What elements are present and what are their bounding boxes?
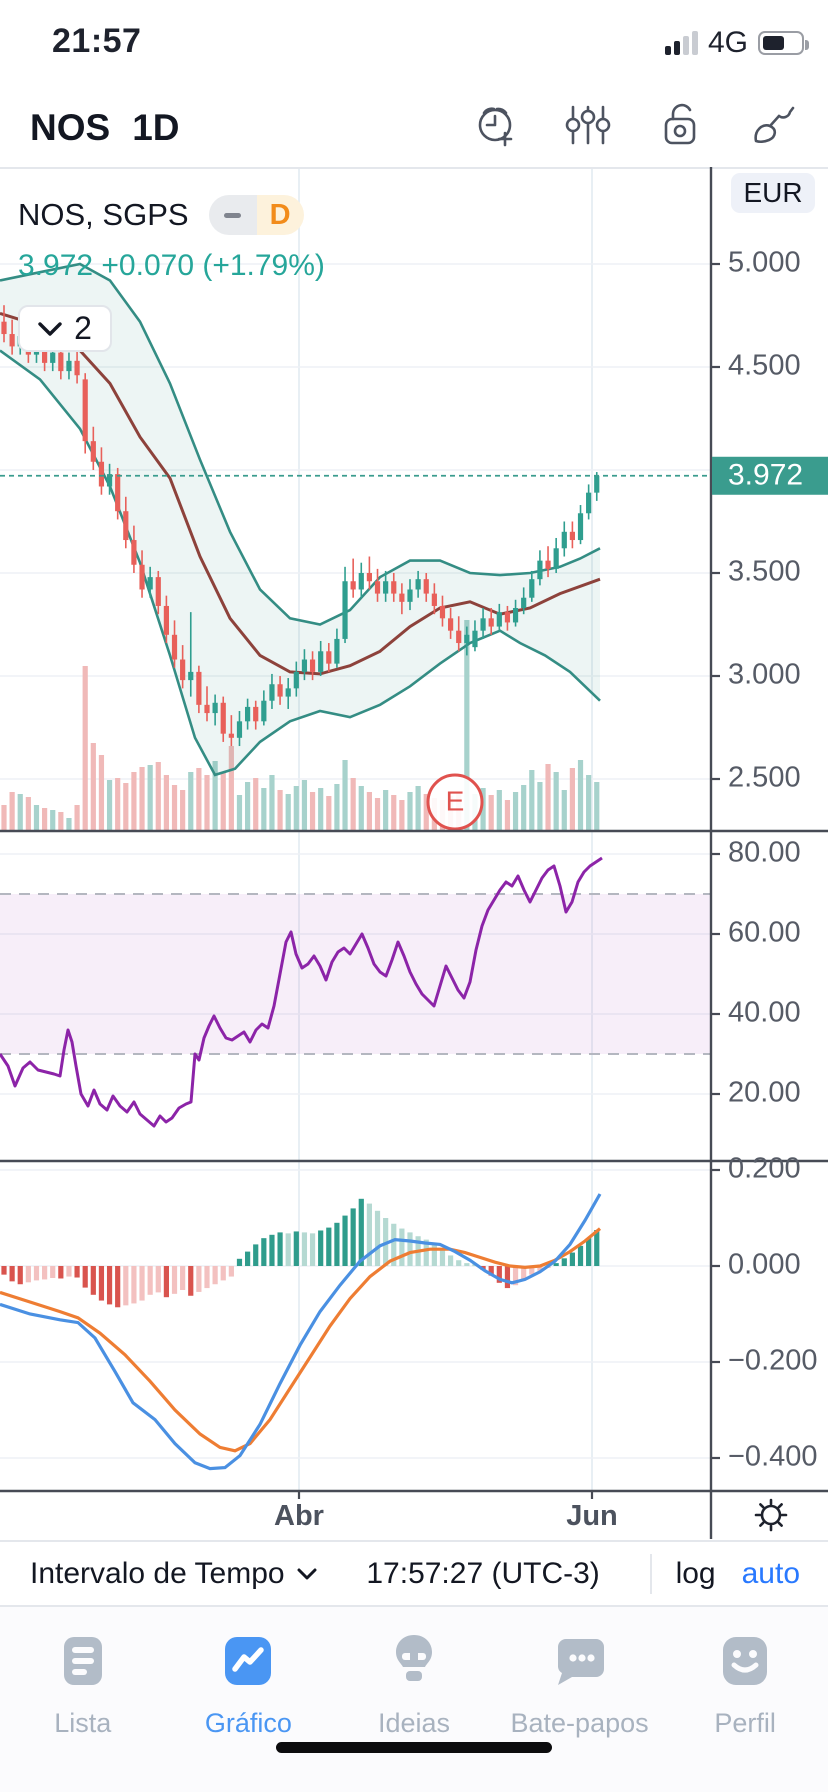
alert-add-button[interactable] bbox=[470, 102, 522, 154]
lightbulb-icon bbox=[382, 1629, 446, 1698]
svg-text:0.000: 0.000 bbox=[728, 1249, 801, 1281]
svg-text:Abr: Abr bbox=[274, 1500, 324, 1532]
tab-label: Ideias bbox=[377, 1708, 451, 1738]
svg-text:80.00: 80.00 bbox=[728, 837, 801, 869]
rsi-pane bbox=[0, 856, 711, 1128]
interval-badge[interactable]: D bbox=[208, 195, 304, 235]
legend-quote: 3.972 +0.070 (+1.79%) bbox=[18, 249, 325, 282]
tab-perfil[interactable]: Perfil bbox=[662, 1607, 828, 1792]
tab-grafico[interactable]: Gráfico bbox=[166, 1607, 332, 1792]
sun-icon bbox=[748, 1492, 794, 1543]
tab-bar: Lista Gráfico Ideias bbox=[0, 1605, 828, 1792]
log-scale-toggle[interactable]: log bbox=[675, 1556, 716, 1590]
svg-text:20.00: 20.00 bbox=[728, 1077, 801, 1109]
battery-icon bbox=[758, 31, 809, 55]
svg-text:40.00: 40.00 bbox=[728, 997, 801, 1029]
brush-check-icon bbox=[746, 99, 798, 156]
last-price-label: 3.972 bbox=[712, 456, 828, 495]
tab-bate-papos[interactable]: Bate-papos bbox=[497, 1607, 663, 1792]
date-axis[interactable]: Abr Jun bbox=[274, 1491, 618, 1532]
svg-text:Jun: Jun bbox=[566, 1500, 618, 1532]
tab-label: Lista bbox=[54, 1708, 112, 1738]
clock-time: 21:57 bbox=[52, 22, 142, 60]
svg-text:2.500: 2.500 bbox=[728, 762, 801, 794]
svg-text:5.000: 5.000 bbox=[728, 247, 801, 279]
svg-text:3.500: 3.500 bbox=[728, 556, 801, 588]
svg-text:−0.400: −0.400 bbox=[728, 1441, 818, 1473]
chevron-down-icon bbox=[38, 321, 62, 336]
candlesticks bbox=[1, 305, 600, 747]
badge-daily-segment: D bbox=[256, 195, 304, 235]
indicators-button[interactable] bbox=[562, 102, 614, 154]
smiley-icon bbox=[713, 1629, 777, 1698]
currency-badge[interactable]: EUR bbox=[731, 173, 815, 213]
tab-label: Gráfico bbox=[204, 1708, 292, 1738]
gridlines bbox=[0, 167, 828, 1491]
network-type: 4G bbox=[707, 26, 748, 59]
indicators-dropdown-button[interactable]: 2 bbox=[18, 305, 112, 352]
chevron-down-icon bbox=[297, 1568, 317, 1579]
price-axis[interactable]: 5.000 4.500 3.500 3.000 2.500 80.00 60.00 40.00… bbox=[711, 247, 818, 1473]
macd-pane bbox=[0, 1193, 602, 1471]
chat-icon bbox=[548, 1629, 612, 1698]
chart-legend: NOS, SGPS D 3.972 +0.070 (+1.79%) 2 bbox=[18, 195, 325, 352]
interval-label: Intervalo de Tempo bbox=[30, 1556, 285, 1590]
status-bar: 21:57 4G bbox=[0, 0, 828, 88]
symbol-interval-button[interactable]: NOS 1D bbox=[30, 107, 180, 149]
header-interval: 1D bbox=[132, 106, 180, 148]
svg-text:3.000: 3.000 bbox=[728, 659, 801, 691]
svg-text:60.00: 60.00 bbox=[728, 917, 801, 949]
exchange-clock: 17:57:27 (UTC-3) bbox=[366, 1556, 600, 1590]
legend-symbol[interactable]: NOS, SGPS bbox=[18, 197, 189, 232]
theme-toggle-button[interactable] bbox=[745, 1495, 797, 1539]
alarm-plus-icon bbox=[470, 99, 522, 156]
chart-header: NOS 1D bbox=[0, 88, 828, 167]
unlock-icon bbox=[654, 99, 706, 156]
tab-lista[interactable]: Lista bbox=[0, 1607, 166, 1792]
svg-text:4.500: 4.500 bbox=[728, 350, 801, 382]
signal-strength-icon bbox=[664, 31, 698, 55]
svg-text:3.972: 3.972 bbox=[728, 459, 803, 492]
chart-toolbar: Intervalo de Tempo 17:57:27 (UTC-3) log … bbox=[0, 1540, 828, 1605]
macd-line bbox=[0, 1193, 602, 1471]
dash-icon bbox=[224, 212, 242, 218]
time-interval-button[interactable]: Intervalo de Tempo bbox=[30, 1557, 317, 1591]
svg-text:0.200: 0.200 bbox=[728, 1153, 801, 1185]
macd-signal-line bbox=[0, 1227, 602, 1453]
chart-icon bbox=[216, 1629, 280, 1698]
main-chart[interactable]: E 5.000 4.500 3.500 3.000 2.500 80.00 60.00 40.0… bbox=[0, 167, 828, 1540]
header-symbol: NOS bbox=[30, 106, 111, 148]
auto-scale-toggle[interactable]: auto bbox=[741, 1556, 800, 1590]
dropdown-count: 2 bbox=[74, 310, 92, 346]
list-icon bbox=[51, 1629, 115, 1698]
chart-area[interactable]: E 5.000 4.500 3.500 3.000 2.500 80.00 60.00 40.0… bbox=[0, 167, 828, 1540]
lock-button[interactable] bbox=[654, 102, 706, 154]
home-indicator[interactable] bbox=[276, 1742, 552, 1753]
tab-label: Bate-papos bbox=[510, 1708, 649, 1738]
tab-ideias[interactable]: Ideias bbox=[331, 1607, 497, 1792]
rsi-line bbox=[0, 856, 603, 1128]
svg-text:E: E bbox=[446, 785, 465, 816]
earnings-marker[interactable]: E bbox=[426, 773, 484, 831]
drawing-tools-button[interactable] bbox=[746, 102, 798, 154]
svg-text:−0.200: −0.200 bbox=[728, 1345, 818, 1377]
tab-label: Perfil bbox=[714, 1708, 776, 1738]
sliders-icon bbox=[562, 99, 614, 156]
badge-dash-segment bbox=[208, 195, 257, 235]
